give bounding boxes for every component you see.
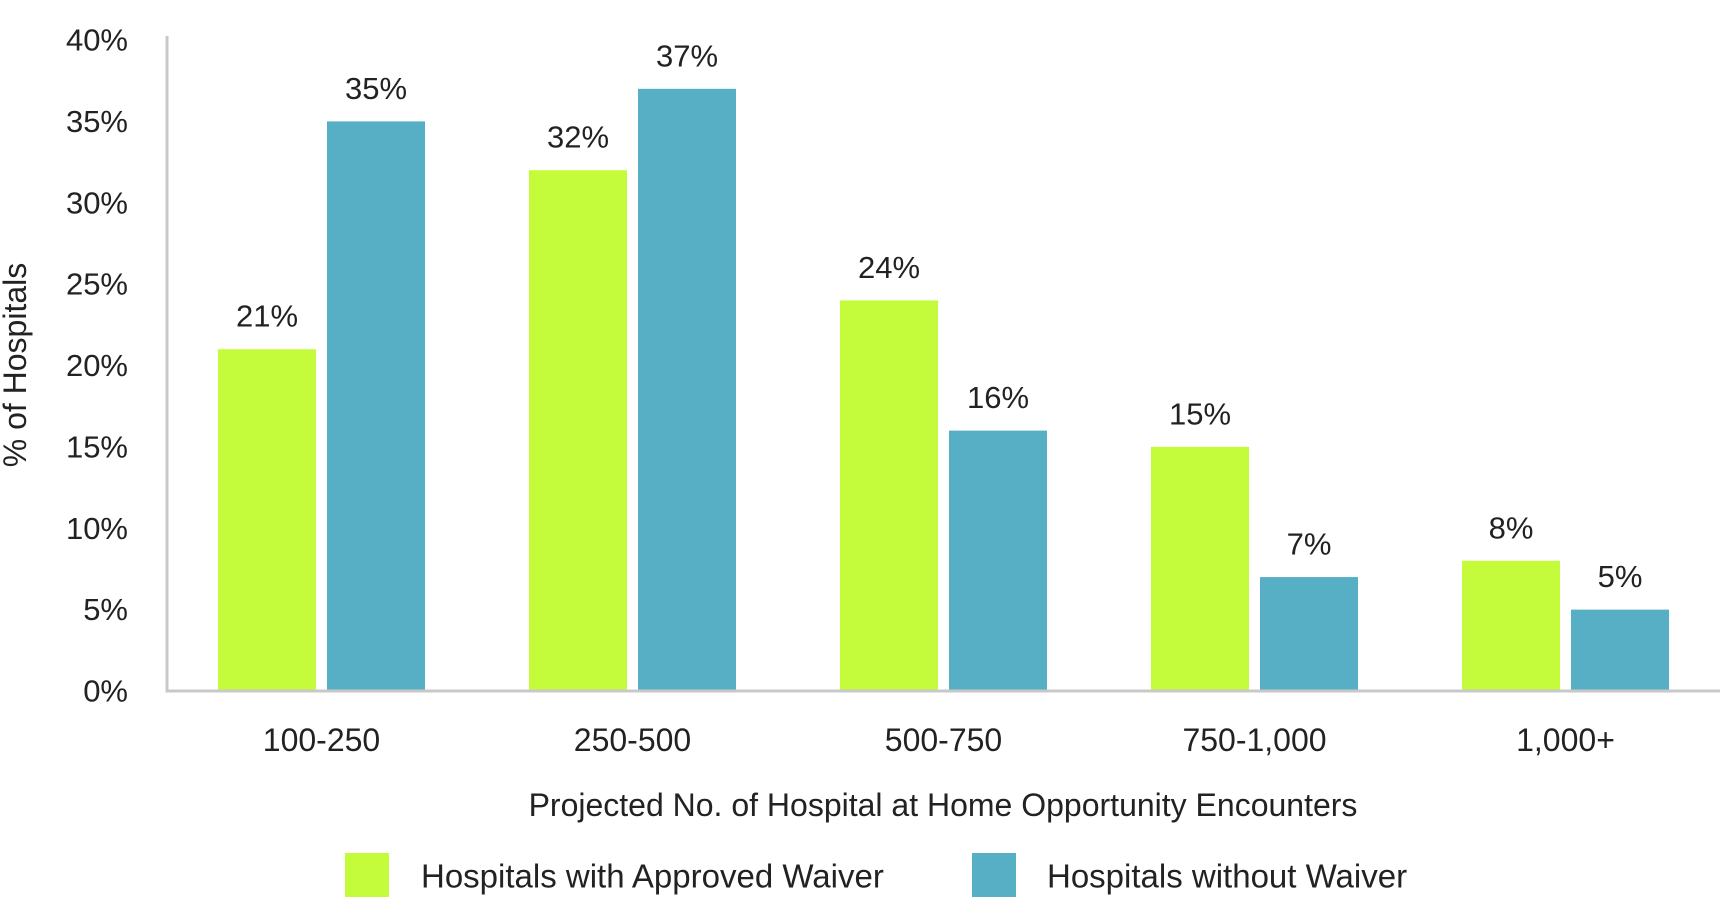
y-tick-label: 0% <box>83 674 128 709</box>
axes <box>165 36 1720 693</box>
y-tick-label: 40% <box>66 23 128 58</box>
y-tick-label: 30% <box>66 185 128 220</box>
bar-approved-waiver <box>218 349 316 691</box>
x-category-label: 100-250 <box>263 722 380 758</box>
x-axis-category-labels: 100-250 250-500 500-750 750-1,000 1,000+ <box>263 722 1615 758</box>
legend-label-without-waiver: Hospitals without Waiver <box>1047 858 1407 895</box>
legend-swatch-approved-waiver <box>345 853 389 897</box>
y-tick-label: 35% <box>66 104 128 139</box>
x-category-label: 250-500 <box>574 722 691 758</box>
bar-approved-waiver <box>1462 560 1560 691</box>
bar-approved-waiver <box>529 170 627 691</box>
data-labels: 21% 35% 32% 37% 24% 16% 15% 7% 8% 5% <box>236 38 1642 594</box>
bar-approved-waiver <box>840 300 938 691</box>
bar-without-waiver <box>1260 577 1358 691</box>
y-axis-title: % of Hospitals <box>0 263 33 468</box>
bars <box>218 88 1669 691</box>
legend: Hospitals with Approved Waiver Hospitals… <box>345 853 1407 897</box>
bar-without-waiver <box>949 430 1047 691</box>
bar-without-waiver <box>327 121 425 691</box>
y-tick-label: 15% <box>66 429 128 464</box>
legend-swatch-without-waiver <box>972 853 1016 897</box>
data-label: 37% <box>656 38 718 73</box>
x-category-label: 500-750 <box>885 722 1002 758</box>
bar-without-waiver <box>1571 609 1669 691</box>
legend-label-approved-waiver: Hospitals with Approved Waiver <box>421 858 884 895</box>
bar-without-waiver <box>638 88 736 691</box>
data-label: 15% <box>1169 396 1231 431</box>
data-label: 16% <box>967 380 1029 415</box>
y-tick-label: 10% <box>66 511 128 546</box>
x-category-label: 750-1,000 <box>1182 722 1326 758</box>
y-tick-label: 5% <box>83 592 128 627</box>
data-label: 5% <box>1598 559 1643 594</box>
data-label: 21% <box>236 299 298 334</box>
data-label: 35% <box>345 71 407 106</box>
data-label: 32% <box>547 120 609 155</box>
x-category-label: 1,000+ <box>1516 722 1615 758</box>
data-label: 7% <box>1287 527 1332 562</box>
x-axis-title: Projected No. of Hospital at Home Opport… <box>529 787 1358 823</box>
bar-approved-waiver <box>1151 446 1249 691</box>
y-tick-label: 20% <box>66 348 128 383</box>
data-label: 24% <box>858 250 920 285</box>
y-axis-ticks: 0% 5% 10% 15% 20% 25% 30% 35% 40% <box>66 23 128 709</box>
data-label: 8% <box>1489 510 1534 545</box>
y-tick-label: 25% <box>66 267 128 302</box>
